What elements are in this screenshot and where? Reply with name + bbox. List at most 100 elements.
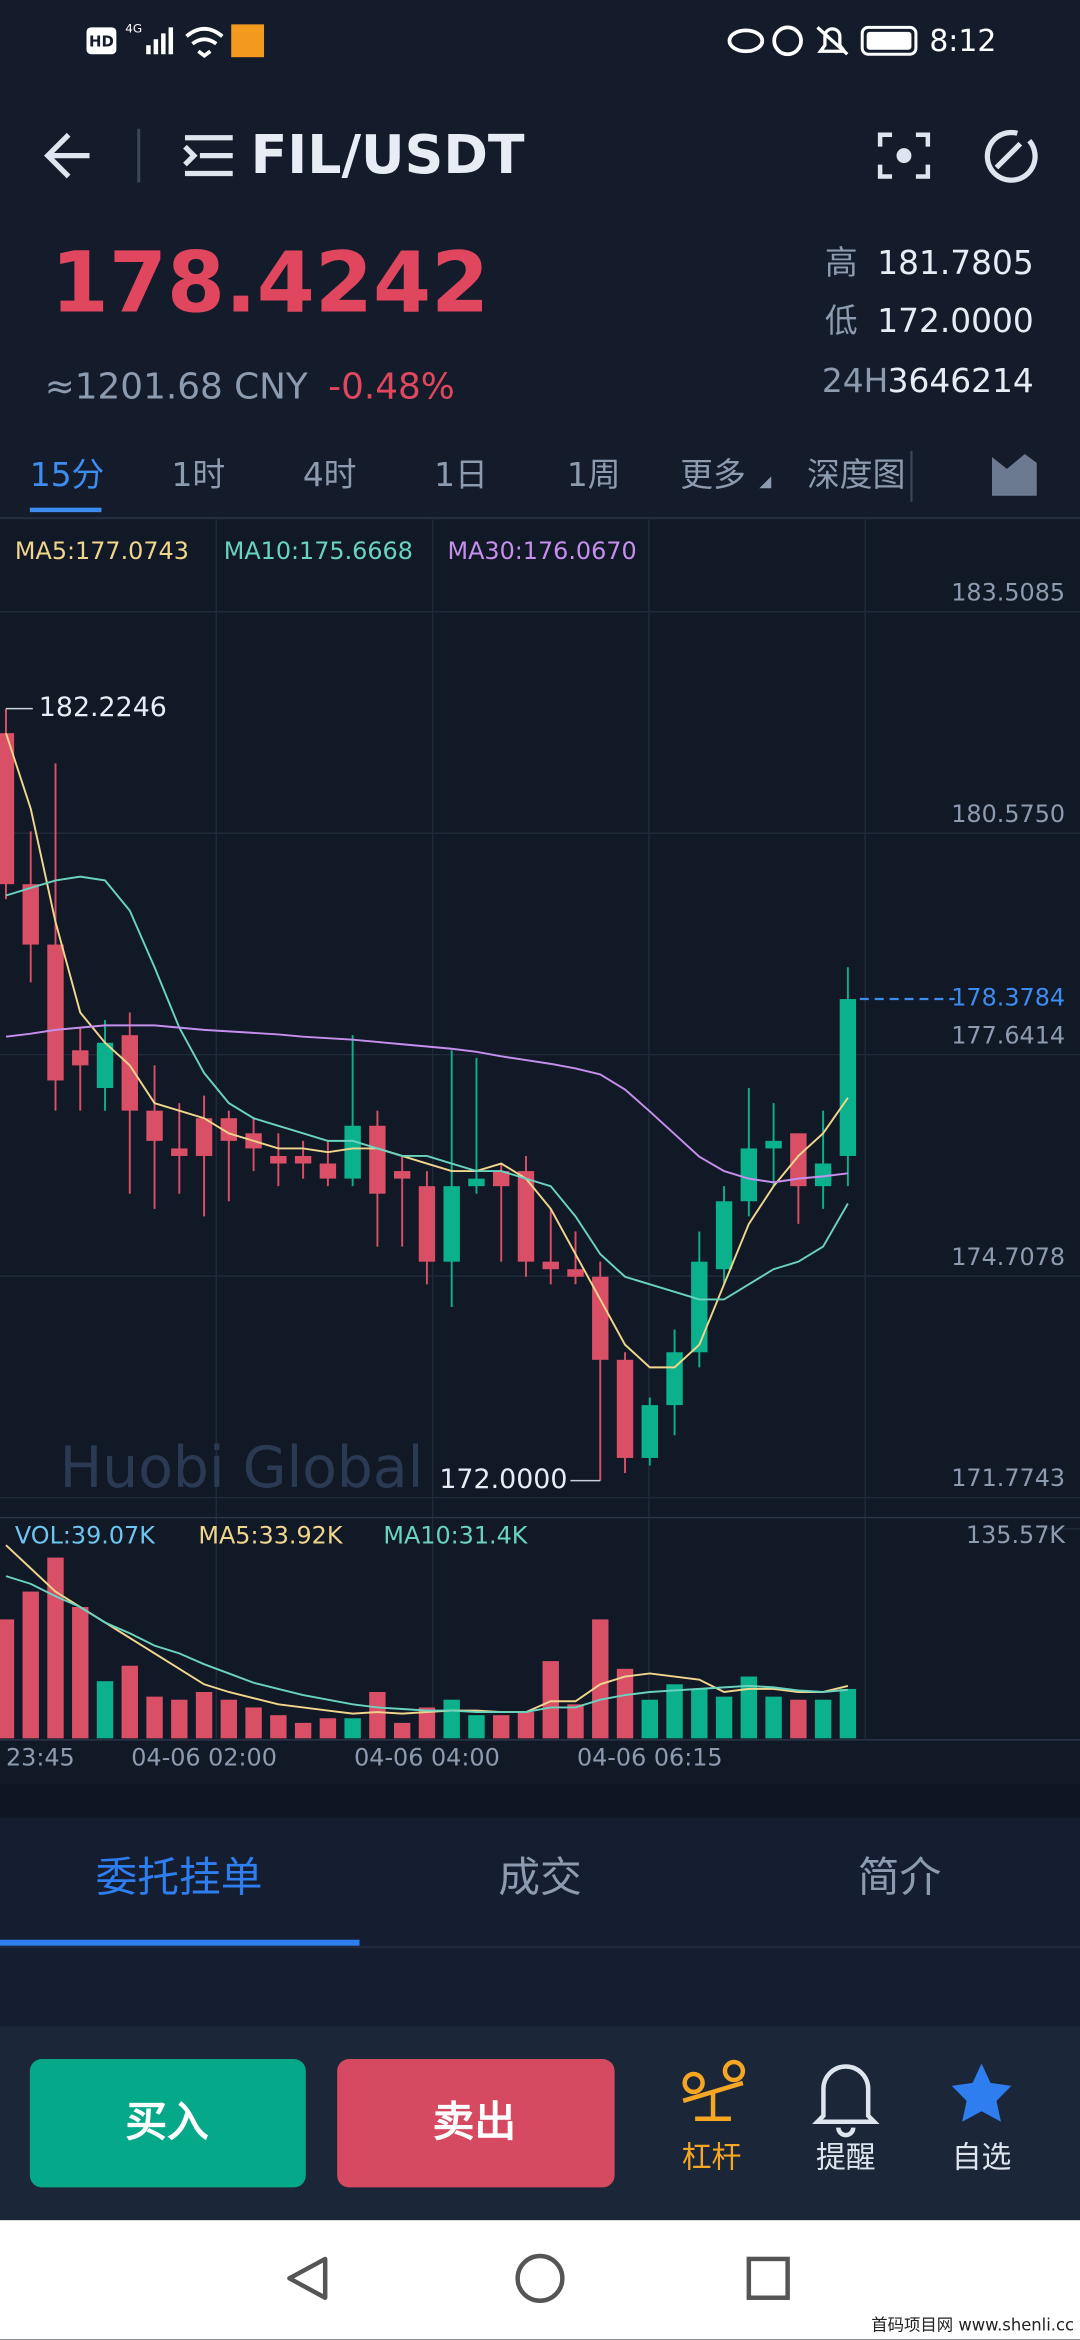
volume-bar (72, 1607, 89, 1739)
candle-body (715, 1201, 733, 1270)
high-label: 高 (825, 244, 858, 282)
volume-bar (393, 1722, 411, 1739)
candle-body (195, 1118, 213, 1156)
volume-bar (245, 1707, 262, 1739)
watermark: 首码项目网 www.shenli.cc (871, 2316, 1074, 2335)
watermark: Huobi Global (60, 1435, 424, 1501)
last-price-label: 178.3784 (951, 984, 1065, 1012)
period-tab[interactable]: 1周 (567, 456, 621, 494)
ma5-line (5, 732, 849, 1369)
period-tab[interactable]: 4时 (303, 456, 357, 494)
vol-legend: MA10:31.4K (383, 1521, 528, 1549)
volume-bar (146, 1696, 163, 1739)
volume-bar (418, 1707, 436, 1739)
candle-body (72, 1050, 89, 1066)
candle-body (740, 1148, 758, 1202)
leverage-button[interactable]: 杠杆 (682, 2059, 746, 2176)
menu-button[interactable] (183, 135, 233, 177)
kline-chart: 183.5085 180.5750 177.6414 174.7078 171.7743… (0, 519, 1080, 1772)
volume-bar (641, 1699, 658, 1739)
volume-bar (294, 1722, 312, 1739)
buy-button[interactable] (29, 2059, 306, 2188)
eye-icon (727, 28, 765, 54)
nav-bar (0, 2220, 1080, 2340)
cny-price: ≈1201.68 CNY (45, 366, 308, 407)
x-tick-label: 04-06 06:15 (577, 1744, 723, 1772)
star-icon (951, 2063, 1012, 2122)
period-tab[interactable]: 更多 (680, 456, 746, 494)
vol-ma5-line (5, 1544, 849, 1715)
leverage-icon-dot (722, 2059, 746, 2083)
app-icon (231, 24, 265, 58)
volume-bar (567, 1704, 584, 1739)
volume-bar (666, 1684, 683, 1739)
vol-ma10-line (5, 1575, 848, 1714)
leverage-icon (682, 2080, 744, 2121)
candle-body (393, 1171, 411, 1179)
candle-body (567, 1269, 584, 1277)
volume-bar (790, 1699, 807, 1739)
volume-bar (369, 1691, 386, 1739)
nav-home[interactable] (515, 2253, 565, 2303)
vol-value: 3646214 (888, 362, 1034, 400)
period-tab[interactable]: 1时 (172, 456, 226, 494)
candle-body (765, 1140, 782, 1149)
ma10-line (5, 875, 849, 1301)
favorite-button[interactable]: 自选 (951, 2063, 1012, 2176)
mute-icon (816, 26, 849, 56)
period-tab[interactable]: 1日 (434, 456, 488, 494)
network: 4G (125, 21, 142, 35)
candle-body (616, 1359, 634, 1458)
order-tab[interactable]: 简介 (858, 1853, 942, 1902)
volume-bar (443, 1699, 460, 1739)
period-tab[interactable]: 深度图 (807, 456, 905, 494)
candle-body (369, 1125, 386, 1194)
candle-body (171, 1148, 188, 1156)
vol-legend: VOL:39.07K (15, 1521, 156, 1549)
period-tabs: 15分 1时 4时 1日 1周 更多 深度图 (30, 456, 906, 494)
screenshot-button[interactable] (877, 132, 931, 179)
period-tab[interactable]: 15分 (30, 456, 105, 494)
nav-recent[interactable] (746, 2256, 790, 2300)
settings-button[interactable] (991, 453, 1037, 496)
volume-bar (616, 1668, 634, 1739)
volume-bar (542, 1661, 559, 1739)
volume-bar (765, 1696, 782, 1739)
screenshot-dot (896, 148, 912, 164)
min-label: 172.0000 (439, 1464, 567, 1495)
candle-body (493, 1171, 510, 1187)
sell-button[interactable] (337, 2059, 615, 2188)
y-tick-label: 177.6414 (951, 1021, 1065, 1049)
x-tick-label: 23:45 (6, 1744, 75, 1772)
order-tab[interactable]: 委托挂单 (96, 1853, 263, 1902)
sell-label: 卖出 (433, 2097, 517, 2146)
candle-body (641, 1405, 658, 1458)
volume-bar (47, 1557, 64, 1739)
volume-bar (592, 1619, 609, 1739)
hd-badge (86, 27, 117, 55)
alert-button[interactable]: 提醒 (812, 2064, 880, 2176)
battery-icon (860, 25, 918, 56)
tab-underline (29, 507, 102, 513)
candle-body (319, 1163, 337, 1179)
candle-body (47, 944, 64, 1081)
candle-body (294, 1155, 312, 1164)
volume-bar (740, 1676, 758, 1739)
share-button[interactable] (984, 129, 1038, 183)
nav-back[interactable] (287, 2256, 328, 2300)
volume-bar (344, 1718, 361, 1739)
candle-body (468, 1178, 485, 1187)
order-tab[interactable]: 成交 (498, 1853, 581, 1902)
volume-bar (171, 1699, 188, 1739)
alert-label: 提醒 (816, 2141, 876, 2176)
candle-body (22, 884, 39, 945)
y-tick-label: 174.7078 (951, 1243, 1065, 1271)
last-price: 178.4242 (51, 233, 490, 331)
low-value: 172.0000 (877, 302, 1034, 340)
back-button[interactable] (44, 132, 90, 179)
y-tick-label: 183.5085 (951, 578, 1065, 606)
candle-body (814, 1163, 832, 1187)
candle-body (790, 1133, 807, 1187)
candle-body (0, 733, 15, 885)
